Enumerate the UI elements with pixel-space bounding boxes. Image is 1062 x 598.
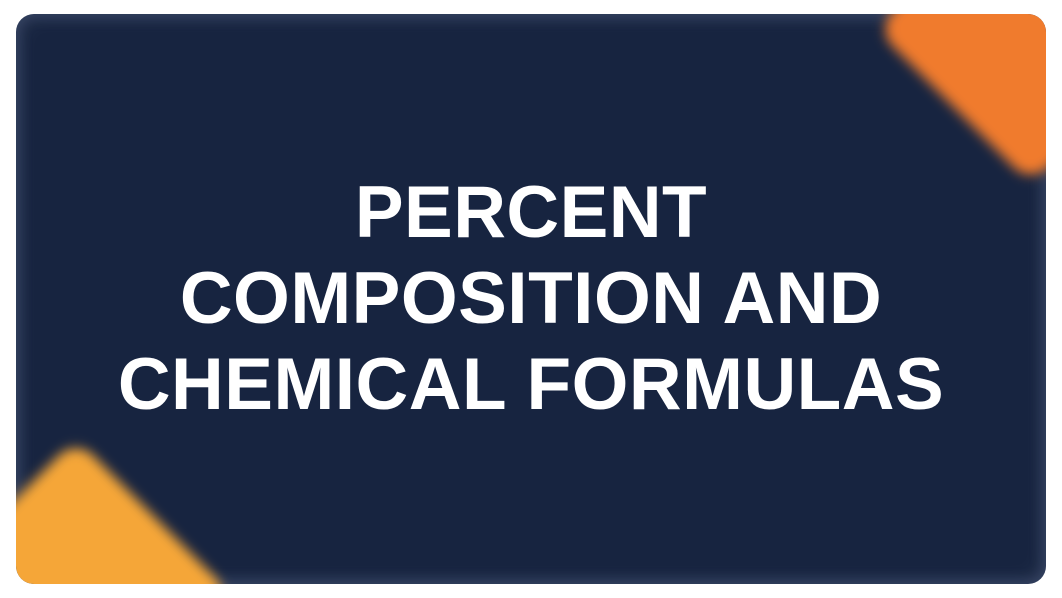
presentation-slide: PERCENT COMPOSITION AND CHEMICAL FORMULA… — [16, 14, 1046, 584]
decorative-accent-bottom-left — [16, 438, 232, 584]
decorative-accent-top-right — [875, 14, 1046, 185]
slide-title: PERCENT COMPOSITION AND CHEMICAL FORMULA… — [81, 170, 981, 428]
